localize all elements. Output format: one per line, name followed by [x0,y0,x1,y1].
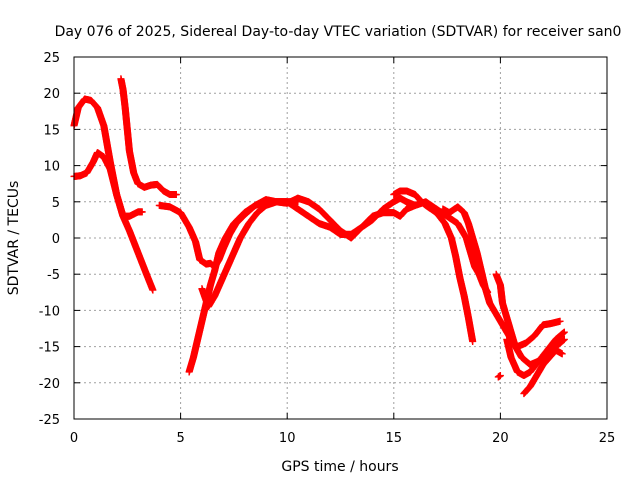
y-tick-label: 20 [43,87,60,102]
data-layer [70,75,568,398]
y-tick-label: 15 [43,123,60,138]
y-axis-title: SDTVAR / TECUs [6,181,22,296]
data-series-8 [439,203,564,351]
y-tick-labels: -25 -20 -15 -10 -5 0 5 10 15 20 25 [39,51,60,428]
data-series-10 [503,328,568,380]
y-tick-label: -15 [39,341,60,356]
y-tick-label: -20 [39,377,60,392]
y-tick-label: -25 [39,413,60,428]
data-point [172,191,180,199]
data-point [469,338,477,346]
x-tick-label: 20 [492,431,509,446]
data-point [560,335,568,343]
data-point [138,208,146,216]
x-tick-label: 15 [386,431,403,446]
ticks [73,56,608,420]
data-series-7 [390,187,477,346]
y-tick-label: -5 [47,268,60,283]
grid [74,57,607,419]
data-series-11 [520,346,566,398]
data-point [496,372,504,380]
x-tick-label: 0 [70,431,78,446]
y-tick-label: 10 [43,160,60,175]
y-tick-label: -10 [39,304,60,319]
x-tick-label: 25 [599,431,616,446]
x-tick-labels: 0 5 10 15 20 25 [70,431,615,446]
y-tick-label: 5 [52,196,60,211]
data-point [149,286,157,294]
y-tick-label: 0 [52,232,60,247]
data-point [558,350,566,358]
x-tick-label: 10 [279,431,296,446]
chart-title: Day 076 of 2025, Sidereal Day-to-day VTE… [55,24,622,40]
data-series-5 [185,194,419,376]
y-tick-label: 25 [43,51,60,66]
x-axis-title: GPS time / hours [281,459,398,475]
data-series-3 [117,75,180,199]
x-tick-label: 5 [176,431,184,446]
data-point [556,317,564,325]
data-point [560,328,568,336]
data-series-2 [70,149,146,220]
data-series-12 [494,372,504,381]
